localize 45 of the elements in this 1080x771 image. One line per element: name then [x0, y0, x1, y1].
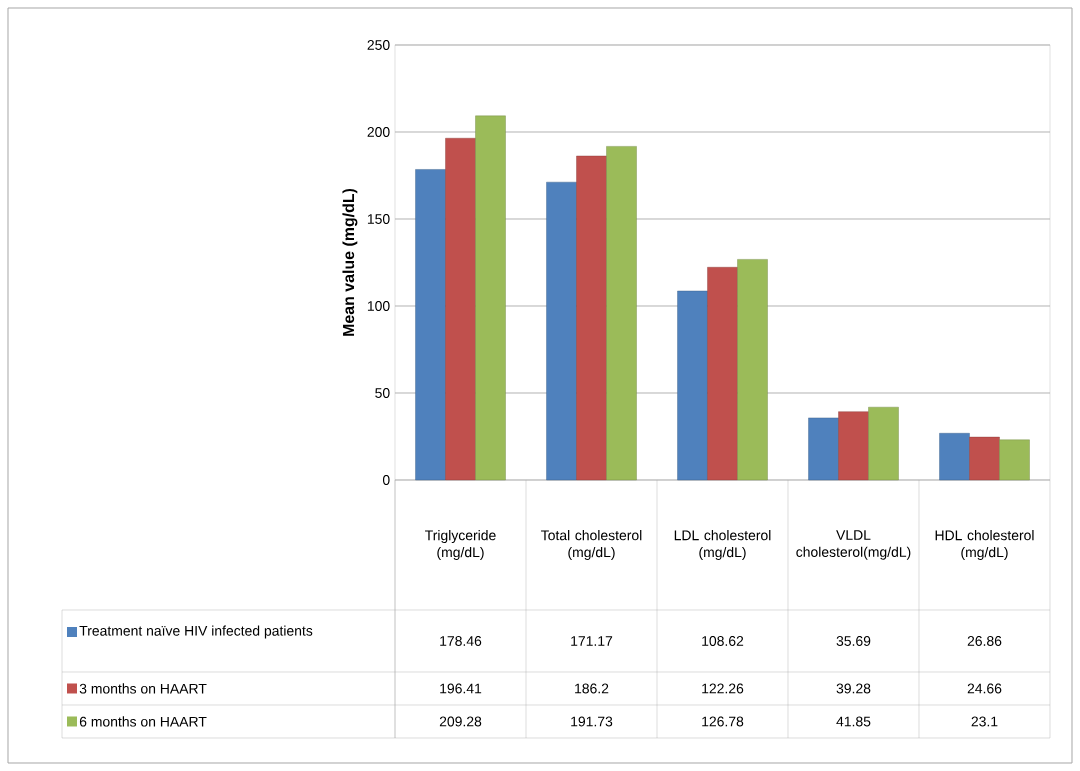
x-tick-label: LDL cholesterol (mg/dL): [674, 530, 771, 560]
bar: [606, 146, 637, 481]
bar: [808, 417, 839, 481]
data-label: 26.86: [967, 636, 1002, 646]
data-label: 108.62: [702, 636, 744, 646]
data-label: 191.73: [571, 716, 613, 727]
data-label: 196.41: [440, 683, 482, 694]
bar: [707, 267, 738, 481]
bar: [999, 439, 1030, 481]
data-label: 41.85: [836, 716, 871, 727]
bar: [939, 433, 970, 481]
data-label: 122.26: [702, 683, 744, 694]
legend-label: Treatment naïve HIV infected patients: [79, 625, 313, 639]
x-tick-label: Total cholesterol (mg/dL): [541, 530, 642, 560]
y-tick-label: 200: [367, 127, 390, 137]
bar: [737, 259, 768, 481]
data-label: 209.28: [439, 716, 482, 727]
x-tick-label: VLDL cholesterol(mg/dL): [796, 530, 911, 560]
data-label: 186.2: [575, 683, 609, 694]
bar: [868, 406, 899, 481]
data-label: 39.28: [836, 683, 871, 694]
data-label: 24.66: [967, 683, 1002, 694]
y-axis-title: Mean value (mg/dL): [342, 188, 358, 336]
y-tick-label: 250: [367, 40, 390, 50]
y-tick-label: 150: [367, 214, 390, 224]
bar: [969, 436, 1000, 481]
y-tick-label: 100: [367, 301, 390, 311]
x-tick-label: HDL cholesterol (mg/dL): [935, 530, 1034, 560]
legend-label: 6 months on HAART: [79, 716, 207, 727]
x-tick-label: Triglyceride (mg/dL): [425, 530, 496, 560]
bar: [415, 169, 446, 481]
bar: [445, 138, 476, 481]
legend-label: 3 months on HAART: [79, 683, 207, 694]
bar: [838, 411, 869, 481]
data-label: 126.78: [702, 716, 744, 727]
data-label: 23.1: [971, 716, 998, 727]
data-label: 35.69: [836, 636, 871, 646]
bar: [677, 290, 708, 481]
data-label: 178.46: [440, 636, 482, 646]
y-tick-label: 50: [375, 388, 390, 398]
bar: [576, 155, 607, 481]
data-label: 171.17: [571, 636, 613, 646]
y-tick-label: 0: [382, 475, 390, 485]
bar: [546, 181, 577, 481]
bar: [475, 115, 506, 481]
